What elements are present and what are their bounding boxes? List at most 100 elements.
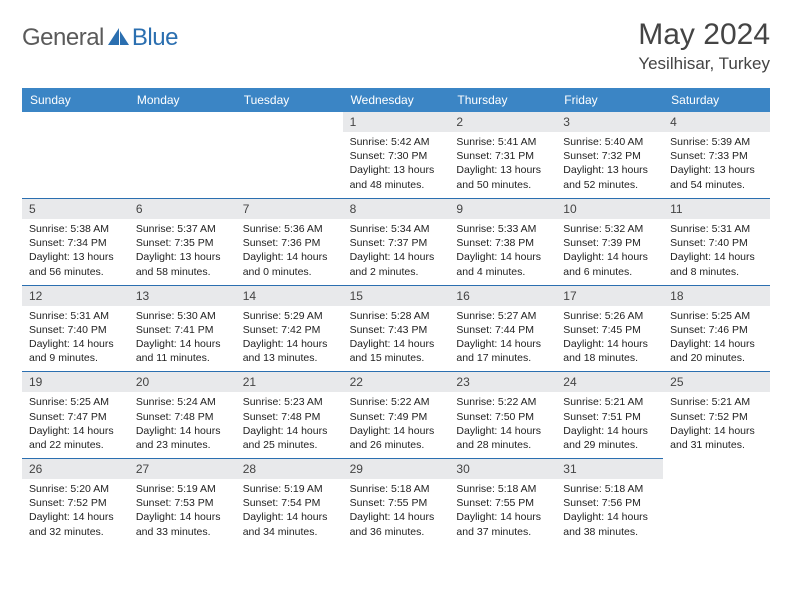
daylight-line: Daylight: 13 hours and 52 minutes. [563,163,656,191]
calendar-cell: 21Sunrise: 5:23 AMSunset: 7:48 PMDayligh… [236,371,343,458]
sunset-line: Sunset: 7:46 PM [670,323,763,337]
day-number [236,112,343,118]
day-number: 15 [343,286,450,306]
calendar-cell: 17Sunrise: 5:26 AMSunset: 7:45 PMDayligh… [556,285,663,372]
daylight-line: Daylight: 14 hours and 0 minutes. [243,250,336,278]
day-number: 18 [663,286,770,306]
location: Yesilhisar, Turkey [638,54,770,74]
calendar-cell: 2Sunrise: 5:41 AMSunset: 7:31 PMDaylight… [449,112,556,198]
cell-content: Sunrise: 5:19 AMSunset: 7:54 PMDaylight:… [236,479,343,545]
day-number: 17 [556,286,663,306]
sunset-line: Sunset: 7:50 PM [456,410,549,424]
sunrise-line: Sunrise: 5:18 AM [350,482,443,496]
daylight-line: Daylight: 14 hours and 4 minutes. [456,250,549,278]
sunset-line: Sunset: 7:31 PM [456,149,549,163]
sunrise-line: Sunrise: 5:21 AM [670,395,763,409]
sunrise-line: Sunrise: 5:18 AM [563,482,656,496]
sunset-line: Sunset: 7:39 PM [563,236,656,250]
daylight-line: Daylight: 14 hours and 36 minutes. [350,510,443,538]
sunset-line: Sunset: 7:41 PM [136,323,229,337]
daylight-line: Daylight: 14 hours and 34 minutes. [243,510,336,538]
sunset-line: Sunset: 7:48 PM [243,410,336,424]
week-row: 26Sunrise: 5:20 AMSunset: 7:52 PMDayligh… [22,458,770,545]
day-headers-row: SundayMondayTuesdayWednesdayThursdayFrid… [22,88,770,112]
day-number: 21 [236,372,343,392]
sunrise-line: Sunrise: 5:19 AM [136,482,229,496]
cell-content: Sunrise: 5:19 AMSunset: 7:53 PMDaylight:… [129,479,236,545]
sunset-line: Sunset: 7:48 PM [136,410,229,424]
cell-content: Sunrise: 5:21 AMSunset: 7:52 PMDaylight:… [663,392,770,458]
cell-content: Sunrise: 5:25 AMSunset: 7:46 PMDaylight:… [663,306,770,372]
sunrise-line: Sunrise: 5:25 AM [29,395,122,409]
day-number: 19 [22,372,129,392]
daylight-line: Daylight: 14 hours and 22 minutes. [29,424,122,452]
sunset-line: Sunset: 7:44 PM [456,323,549,337]
calendar-cell: 26Sunrise: 5:20 AMSunset: 7:52 PMDayligh… [22,458,129,545]
sunset-line: Sunset: 7:43 PM [350,323,443,337]
calendar-cell: 9Sunrise: 5:33 AMSunset: 7:38 PMDaylight… [449,198,556,285]
sunrise-line: Sunrise: 5:19 AM [243,482,336,496]
sunset-line: Sunset: 7:35 PM [136,236,229,250]
calendar-cell: 18Sunrise: 5:25 AMSunset: 7:46 PMDayligh… [663,285,770,372]
sunset-line: Sunset: 7:45 PM [563,323,656,337]
calendar-cell: 3Sunrise: 5:40 AMSunset: 7:32 PMDaylight… [556,112,663,198]
calendar-cell: 1Sunrise: 5:42 AMSunset: 7:30 PMDaylight… [343,112,450,198]
daylight-line: Daylight: 14 hours and 9 minutes. [29,337,122,365]
day-number: 31 [556,459,663,479]
day-number: 11 [663,199,770,219]
day-header: Thursday [449,88,556,112]
sunset-line: Sunset: 7:34 PM [29,236,122,250]
day-number: 16 [449,286,556,306]
cell-content: Sunrise: 5:33 AMSunset: 7:38 PMDaylight:… [449,219,556,285]
sunrise-line: Sunrise: 5:22 AM [456,395,549,409]
cell-content: Sunrise: 5:31 AMSunset: 7:40 PMDaylight:… [663,219,770,285]
sunrise-line: Sunrise: 5:27 AM [456,309,549,323]
daylight-line: Daylight: 14 hours and 28 minutes. [456,424,549,452]
day-header: Saturday [663,88,770,112]
day-number: 20 [129,372,236,392]
week-row: 12Sunrise: 5:31 AMSunset: 7:40 PMDayligh… [22,285,770,372]
calendar-cell: 4Sunrise: 5:39 AMSunset: 7:33 PMDaylight… [663,112,770,198]
cell-content: Sunrise: 5:22 AMSunset: 7:49 PMDaylight:… [343,392,450,458]
day-number: 10 [556,199,663,219]
daylight-line: Daylight: 14 hours and 26 minutes. [350,424,443,452]
sunset-line: Sunset: 7:36 PM [243,236,336,250]
sunrise-line: Sunrise: 5:31 AM [670,222,763,236]
cell-content: Sunrise: 5:23 AMSunset: 7:48 PMDaylight:… [236,392,343,458]
day-header: Friday [556,88,663,112]
day-number [129,112,236,118]
daylight-line: Daylight: 13 hours and 50 minutes. [456,163,549,191]
day-number [22,112,129,118]
logo-sail-icon [108,28,130,51]
calendar-cell: 15Sunrise: 5:28 AMSunset: 7:43 PMDayligh… [343,285,450,372]
day-number: 12 [22,286,129,306]
sunrise-line: Sunrise: 5:26 AM [563,309,656,323]
sunset-line: Sunset: 7:33 PM [670,149,763,163]
sunset-line: Sunset: 7:30 PM [350,149,443,163]
sunrise-line: Sunrise: 5:28 AM [350,309,443,323]
sunrise-line: Sunrise: 5:21 AM [563,395,656,409]
week-row: 5Sunrise: 5:38 AMSunset: 7:34 PMDaylight… [22,198,770,285]
week-row: 19Sunrise: 5:25 AMSunset: 7:47 PMDayligh… [22,371,770,458]
cell-content: Sunrise: 5:21 AMSunset: 7:51 PMDaylight:… [556,392,663,458]
sunrise-line: Sunrise: 5:25 AM [670,309,763,323]
day-number: 9 [449,199,556,219]
calendar-cell: 30Sunrise: 5:18 AMSunset: 7:55 PMDayligh… [449,458,556,545]
sunrise-line: Sunrise: 5:39 AM [670,135,763,149]
calendar-cell: 29Sunrise: 5:18 AMSunset: 7:55 PMDayligh… [343,458,450,545]
sunset-line: Sunset: 7:40 PM [29,323,122,337]
title-block: May 2024 Yesilhisar, Turkey [638,18,770,74]
sunrise-line: Sunrise: 5:33 AM [456,222,549,236]
cell-content: Sunrise: 5:37 AMSunset: 7:35 PMDaylight:… [129,219,236,285]
logo-text-general: General [22,24,104,52]
sunset-line: Sunset: 7:32 PM [563,149,656,163]
daylight-line: Daylight: 14 hours and 6 minutes. [563,250,656,278]
daylight-line: Daylight: 14 hours and 20 minutes. [670,337,763,365]
daylight-line: Daylight: 13 hours and 48 minutes. [350,163,443,191]
calendar-cell: 5Sunrise: 5:38 AMSunset: 7:34 PMDaylight… [22,198,129,285]
sunrise-line: Sunrise: 5:40 AM [563,135,656,149]
calendar-cell: 6Sunrise: 5:37 AMSunset: 7:35 PMDaylight… [129,198,236,285]
cell-content: Sunrise: 5:25 AMSunset: 7:47 PMDaylight:… [22,392,129,458]
sunset-line: Sunset: 7:42 PM [243,323,336,337]
calendar-cell: 23Sunrise: 5:22 AMSunset: 7:50 PMDayligh… [449,371,556,458]
